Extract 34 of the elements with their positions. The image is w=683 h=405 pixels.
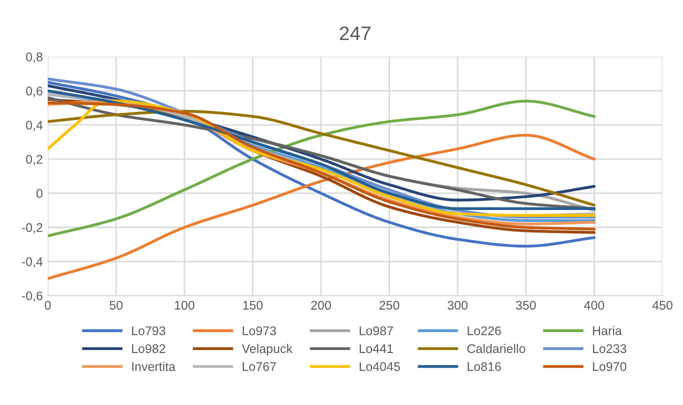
- x-tick-label: 400: [584, 300, 604, 310]
- legend-label: Lo441: [360, 344, 393, 354]
- y-tick-label: -0,4: [22, 257, 43, 268]
- legend-label: Velapuck: [242, 344, 293, 356]
- legend-label: Lo793: [132, 326, 166, 336]
- x-tick-label: 300: [448, 300, 468, 310]
- x-tick-label: 100: [174, 300, 194, 310]
- legend-label: Lo4045: [360, 362, 400, 371]
- chart-title: 247: [340, 26, 370, 40]
- legend-label: Lo767: [242, 362, 276, 371]
- legend-label: Lo816: [468, 362, 501, 371]
- x-tick-label: 50: [110, 300, 123, 310]
- y-tick-label: -0,2: [22, 223, 42, 234]
- legend-label: Invertita: [132, 362, 176, 371]
- y-tick-label: 0,4: [26, 120, 43, 132]
- legend-label: Lo987: [360, 326, 393, 336]
- legend-label: Lo233: [593, 344, 626, 354]
- legend-label: Lo970: [593, 362, 626, 371]
- x-tick-label: 200: [311, 300, 331, 310]
- x-tick-label: 250: [380, 300, 400, 310]
- legend-label: Lo982: [132, 344, 166, 354]
- legend-label: Lo226: [468, 326, 501, 336]
- legend-label: Haria: [593, 326, 622, 336]
- y-tick-label: 0,8: [26, 52, 42, 63]
- y-tick-label: 0,2: [26, 154, 42, 166]
- x-tick-label: 0: [44, 300, 51, 310]
- x-tick-label: 150: [243, 300, 263, 310]
- y-tick-label: 0: [36, 189, 42, 198]
- legend-label: Caldariello: [467, 344, 526, 354]
- x-tick-label: 450: [652, 300, 672, 310]
- legend-label: Lo973: [242, 326, 276, 336]
- y-tick-label: -0,6: [22, 291, 42, 302]
- x-tick-label: 350: [516, 300, 536, 310]
- y-tick-label: 0,6: [26, 86, 42, 97]
